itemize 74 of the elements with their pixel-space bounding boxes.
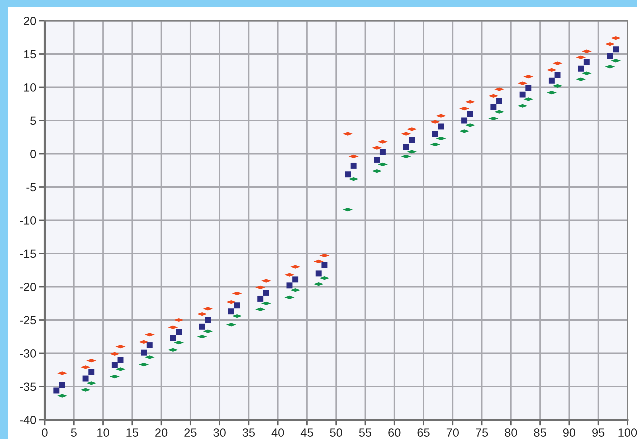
point [59, 382, 66, 388]
point [584, 59, 590, 66]
point [141, 350, 148, 356]
x-tick-label: 50 [330, 428, 342, 438]
point [146, 342, 153, 349]
x-tick-label: 20 [156, 428, 168, 438]
y-tick-label: 5 [30, 116, 36, 126]
point [496, 98, 502, 104]
point [170, 335, 176, 342]
x-tick-label: 70 [446, 428, 459, 438]
point [490, 104, 497, 110]
y-tick-label: 10 [24, 84, 36, 92]
x-tick-label: 25 [184, 428, 197, 438]
point [578, 66, 584, 72]
x-tick-label: 90 [563, 428, 576, 438]
point [88, 369, 95, 376]
point [438, 124, 444, 130]
x-tick-label: 15 [126, 428, 138, 438]
x-tick-label: 85 [534, 428, 546, 438]
y-tick-label: -5 [26, 183, 36, 192]
x-tick-label: 95 [592, 428, 605, 438]
x-tick-label: 40 [272, 428, 284, 438]
point [292, 276, 299, 283]
point [613, 46, 620, 53]
point [228, 308, 234, 315]
x-tick-label: 55 [359, 428, 372, 438]
point [350, 162, 357, 169]
point [112, 362, 118, 368]
point [316, 270, 322, 277]
point [526, 85, 532, 92]
y-tick-label: -40 [20, 416, 36, 424]
y-tick-label: -20 [20, 283, 36, 292]
x-tick-label: 75 [476, 428, 488, 438]
x-tick-label: 45 [300, 428, 314, 438]
point [374, 157, 380, 163]
point [345, 172, 351, 178]
y-tick-label: -15 [20, 250, 36, 258]
x-tick-label: 0 [42, 428, 48, 438]
x-tick-label: 5 [71, 428, 77, 438]
point [258, 296, 264, 302]
point [176, 329, 182, 336]
point [607, 53, 614, 60]
point [322, 262, 328, 268]
y-tick-label: -10 [20, 216, 36, 225]
y-tick-label: 15 [24, 50, 36, 59]
point [520, 92, 526, 98]
x-tick-label: 60 [388, 428, 401, 438]
point [118, 357, 124, 364]
point [205, 317, 212, 324]
y-tick-label: -35 [20, 382, 36, 392]
x-tick-label: 10 [98, 428, 110, 438]
y-tick-label: 20 [24, 17, 36, 26]
point [432, 131, 438, 138]
point [409, 137, 416, 144]
point [380, 149, 386, 155]
x-tick-label: 80 [505, 428, 518, 438]
y-tick-label: -30 [20, 350, 36, 358]
point [82, 376, 89, 382]
x-tick-label: 65 [418, 428, 430, 438]
point [199, 324, 206, 330]
y-tick-label: 0 [30, 150, 36, 158]
x-tick-label: 30 [214, 428, 226, 438]
point [403, 144, 410, 150]
point [467, 111, 474, 118]
point [554, 72, 561, 79]
point [286, 282, 293, 289]
point [54, 388, 60, 394]
x-tick-label: 100 [618, 428, 637, 438]
x-tick-label: 35 [242, 428, 256, 438]
point [263, 290, 270, 296]
point [548, 78, 555, 84]
point [234, 302, 240, 309]
point [462, 118, 468, 124]
y-tick-label: -25 [20, 316, 36, 325]
